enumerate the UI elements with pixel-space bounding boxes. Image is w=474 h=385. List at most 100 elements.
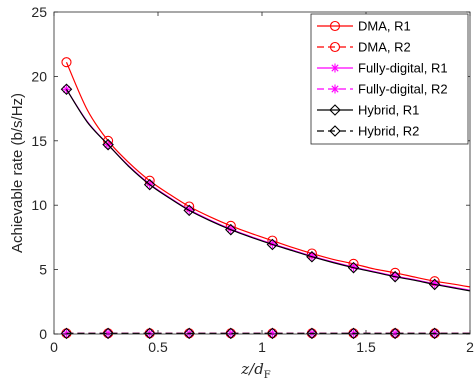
series-5-marker-5	[266, 327, 279, 340]
series-4-marker-7	[347, 261, 360, 274]
series-4-marker-7-shape	[347, 261, 360, 274]
series-2-marker-9	[430, 279, 440, 289]
series-5-marker-0-shape	[60, 327, 73, 340]
series-4-marker-1	[102, 138, 114, 151]
legend-marker-0-shape	[329, 20, 341, 32]
y-axis-label: Achievable rate (b/s/Hz)	[9, 93, 26, 253]
series-3-marker-4	[226, 328, 236, 338]
series-5-marker-7-shape	[347, 327, 360, 340]
series-4-marker-3	[183, 204, 195, 217]
series-4-marker-6	[306, 250, 318, 263]
series-2-marker-5-shape	[267, 239, 277, 249]
x-tick-label-1: 0.5	[148, 339, 168, 355]
series-5-marker-8	[389, 327, 401, 340]
series-2-marker-8-shape	[390, 271, 400, 281]
y-tick-label-0: 0	[39, 326, 47, 342]
x-axis-label: z/dF	[240, 360, 271, 381]
legend-label-5: Hybrid, R2	[358, 124, 419, 139]
series-5-marker-9	[428, 327, 441, 340]
legend-label-1: DMA, R2	[358, 40, 411, 55]
series-3-marker-1	[103, 328, 113, 338]
series-0-marker-0-shape	[61, 57, 72, 68]
series-4-marker-2-shape	[143, 178, 156, 191]
x-tick-label-0: 0	[50, 339, 58, 355]
x-tick-label-4: 2	[466, 339, 474, 355]
legend-marker-2	[330, 63, 340, 73]
series-2-marker-6	[307, 251, 317, 261]
series-5-marker-6-shape	[306, 327, 318, 340]
series-3-marker-5-shape	[267, 328, 277, 338]
series-3-marker-8-shape	[390, 328, 400, 338]
y-tick-label-4: 20	[31, 68, 47, 84]
series-4-marker-4-shape	[225, 223, 237, 236]
legend-label-4: Hybrid, R1	[358, 103, 419, 118]
series-4-marker-5	[266, 238, 279, 251]
legend-box	[310, 13, 469, 145]
series-5-marker-4-shape	[225, 327, 237, 340]
series-4-marker-2	[143, 178, 156, 191]
series-5-marker-1-shape	[102, 327, 114, 340]
series-4-marker-1-shape	[102, 138, 114, 151]
series-4-marker-0-shape	[60, 83, 73, 96]
series-5-marker-3-shape	[183, 327, 195, 340]
series-5-marker-6	[306, 327, 318, 340]
legend-marker-4	[329, 104, 341, 116]
series-5-marker-3	[183, 327, 195, 340]
series-5-marker-2	[143, 327, 156, 340]
series-5-marker-8-shape	[389, 327, 401, 340]
series-2-marker-6-shape	[307, 251, 317, 261]
series-2-marker-9-shape	[430, 279, 440, 289]
series-2-marker-7	[349, 262, 359, 272]
series-3-marker-1-shape	[103, 328, 113, 338]
series-3-marker-5	[267, 328, 277, 338]
y-tick-label-1: 5	[39, 262, 47, 278]
legend-marker-0	[329, 20, 341, 32]
legend-label-2: Fully-digital, R1	[358, 61, 448, 76]
y-tick-label-3: 15	[31, 133, 47, 149]
series-4-marker-8-shape	[389, 270, 401, 283]
series-5	[60, 327, 470, 340]
series-4-marker-9-shape	[428, 278, 441, 291]
legend: DMA, R1 DMA, R2 Fully-digital, R1 Fully-dig…	[310, 13, 469, 145]
series-0-marker-0	[61, 57, 72, 68]
series-5-marker-9-shape	[428, 327, 441, 340]
legend-marker-1	[329, 41, 341, 53]
series-5-marker-4	[225, 327, 237, 340]
x-axis-label-main: z/d	[240, 360, 264, 378]
legend-label-0: DMA, R1	[358, 19, 411, 34]
series-5-marker-2-shape	[143, 327, 156, 340]
series-2-marker-8	[390, 271, 400, 281]
series-5-marker-5-shape	[266, 327, 279, 340]
legend-marker-4-shape	[329, 104, 341, 116]
x-tick-label-2: 1	[258, 339, 266, 355]
series-5-marker-7	[347, 327, 360, 340]
legend-marker-1-shape	[329, 41, 341, 53]
series-layer	[60, 57, 471, 340]
series-4-marker-6-shape	[306, 250, 318, 263]
series-3-marker-4-shape	[226, 328, 236, 338]
y-tick-label-2: 10	[31, 197, 47, 213]
legend-marker-5	[329, 125, 341, 137]
legend-marker-5-shape	[329, 125, 341, 137]
y-tick-label-5: 25	[31, 4, 47, 20]
series-4	[60, 83, 471, 292]
series-4-marker-9	[428, 278, 441, 291]
series-4-marker-3-shape	[183, 204, 195, 217]
series-4-marker-5-shape	[266, 238, 279, 251]
legend-label-3: Fully-digital, R2	[358, 82, 448, 97]
legend-marker-3-shape	[330, 84, 340, 94]
series-5-marker-0	[60, 327, 73, 340]
x-axis-label-subscript: F	[264, 370, 271, 381]
series-2-marker-5	[267, 239, 277, 249]
series-line-4	[65, 88, 471, 292]
series-4-marker-8	[389, 270, 401, 283]
x-tick-label-3: 1.5	[356, 339, 376, 355]
legend-marker-2-shape	[330, 63, 340, 73]
series-4-marker-4	[225, 223, 237, 236]
series-2-marker-7-shape	[349, 262, 359, 272]
series-3-marker-8	[390, 328, 400, 338]
legend-marker-3	[330, 84, 340, 94]
series-4-marker-0	[60, 83, 73, 96]
